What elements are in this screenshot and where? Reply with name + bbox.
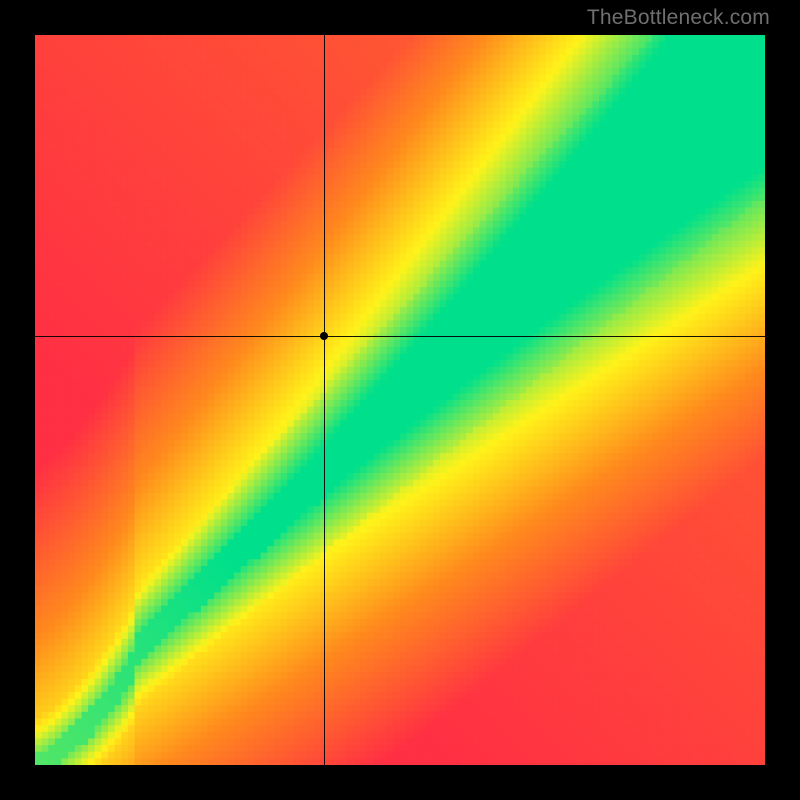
chart-container: TheBottleneck.com [0,0,800,800]
crosshair-vertical [324,35,325,765]
crosshair-horizontal [35,336,765,337]
crosshair-marker-dot [320,332,328,340]
watermark-text: TheBottleneck.com [587,6,770,30]
plot-area [35,35,765,765]
heatmap-canvas [35,35,765,765]
